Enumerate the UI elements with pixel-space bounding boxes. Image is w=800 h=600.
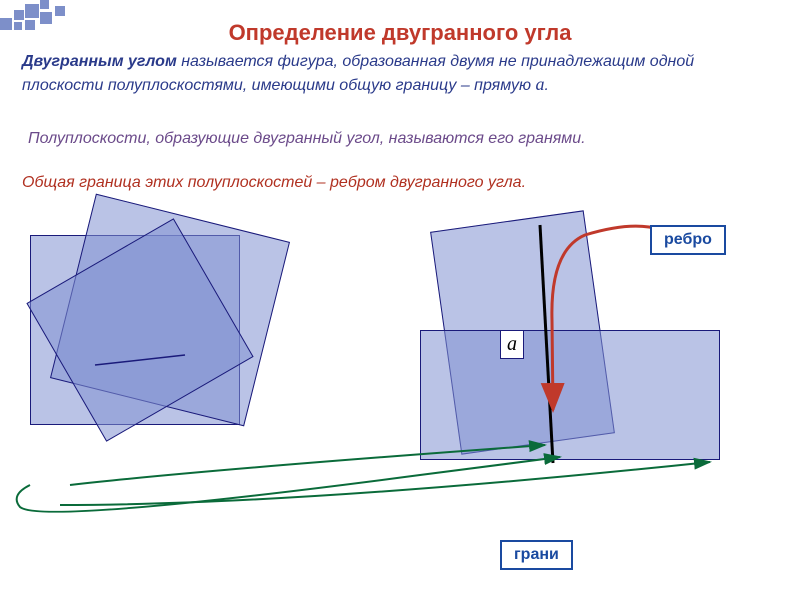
faces-label-box: грани [500, 540, 573, 570]
variable-a-label: a [500, 330, 524, 359]
right-plane-horizontal [420, 330, 720, 460]
faces-paragraph: Полуплоскости, образующие двугранный уго… [28, 126, 768, 152]
green-curve-3 [60, 462, 710, 505]
diagram-area: a ребро грани [0, 195, 800, 575]
definition-term: Двугранным углом [22, 53, 177, 70]
edge-paragraph: Общая граница этих полуплоскостей – ребр… [22, 174, 772, 192]
variable-a: a [536, 74, 545, 94]
definition-tail: . [545, 77, 549, 94]
page-title: Определение двугранного угла [0, 20, 800, 46]
definition-paragraph: Двугранным углом называется фигура, обра… [22, 52, 762, 97]
green-curve-1 [17, 457, 560, 512]
edge-label-box: ребро [650, 225, 726, 255]
